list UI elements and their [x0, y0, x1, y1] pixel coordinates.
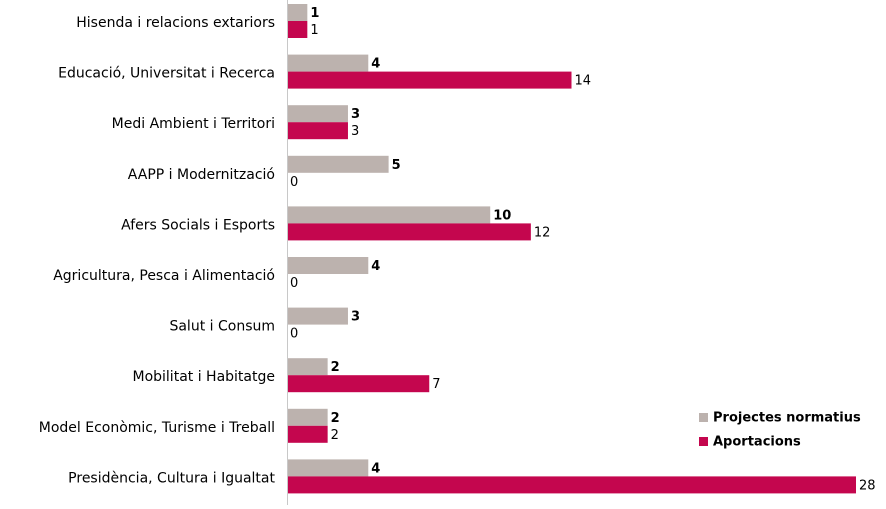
- value-label-projectes-normatius: 4: [371, 461, 380, 476]
- category-labels: Hisenda i relacions extariors Educació, U…: [39, 15, 276, 486]
- value-label-aportacions: 0: [290, 175, 298, 190]
- bar-aportacions: [287, 476, 856, 494]
- value-label-aportacions: 28: [859, 478, 876, 493]
- value-label-aportacions: 0: [290, 276, 298, 291]
- value-label-aportacions: 2: [331, 428, 339, 443]
- value-label-projectes-normatius: 1: [310, 6, 319, 21]
- bar-projectes-normatius: [287, 408, 328, 426]
- bars: [287, 4, 856, 494]
- category-label: Presidència, Cultura i Igualtat: [68, 470, 275, 486]
- category-label: Model Econòmic, Turisme i Treball: [39, 420, 275, 436]
- value-label-projectes-normatius: 2: [331, 360, 340, 375]
- bar-projectes-normatius: [287, 358, 328, 376]
- bar-projectes-normatius: [287, 4, 308, 21]
- bar-projectes-normatius: [287, 54, 369, 72]
- value-label-projectes-normatius: 2: [331, 411, 340, 426]
- bar-projectes-normatius: [287, 257, 369, 274]
- legend: Projectes normatius Aportacions: [699, 411, 861, 450]
- category-label: Medi Ambient i Territori: [112, 116, 275, 132]
- bar-aportacions: [287, 71, 572, 89]
- value-label-aportacions: 3: [351, 124, 359, 139]
- category-label: Agricultura, Pesca i Alimentació: [53, 268, 275, 284]
- value-label-projectes-normatius: 4: [371, 57, 380, 72]
- bar-aportacions: [287, 21, 308, 38]
- bar-aportacions: [287, 122, 348, 140]
- bar-projectes-normatius: [287, 206, 491, 224]
- legend-label: Projectes normatius: [713, 411, 861, 426]
- value-label-projectes-normatius: 3: [351, 310, 360, 325]
- category-label: Hisenda i relacions extariors: [76, 15, 275, 31]
- bar-aportacions: [287, 223, 531, 241]
- bar-aportacions: [287, 425, 328, 443]
- legend-swatch: [699, 437, 708, 446]
- bar-projectes-normatius: [287, 155, 389, 173]
- value-label-projectes-normatius: 10: [493, 208, 511, 223]
- category-label: Afers Socials i Esports: [121, 217, 275, 233]
- value-label-aportacions: 14: [575, 74, 592, 89]
- bar-projectes-normatius: [287, 105, 348, 123]
- value-label-aportacions: 0: [290, 327, 298, 342]
- value-label-projectes-normatius: 3: [351, 107, 360, 122]
- bar-projectes-normatius: [287, 459, 369, 477]
- legend-label: Aportacions: [713, 435, 801, 450]
- value-label-aportacions: 12: [534, 225, 551, 240]
- legend-swatch: [699, 413, 708, 422]
- category-label: Mobilitat i Habitatge: [133, 369, 276, 385]
- value-label-aportacions: 1: [310, 23, 318, 38]
- value-label-projectes-normatius: 4: [371, 259, 380, 274]
- category-label: Salut i Consum: [169, 319, 275, 335]
- value-label-aportacions: 7: [432, 377, 440, 392]
- bar-projectes-normatius: [287, 307, 348, 325]
- value-label-projectes-normatius: 5: [392, 158, 401, 173]
- category-label: AAPP i Modernització: [128, 167, 275, 183]
- category-label: Educació, Universitat i Recerca: [58, 66, 275, 82]
- bar-aportacions: [287, 375, 430, 393]
